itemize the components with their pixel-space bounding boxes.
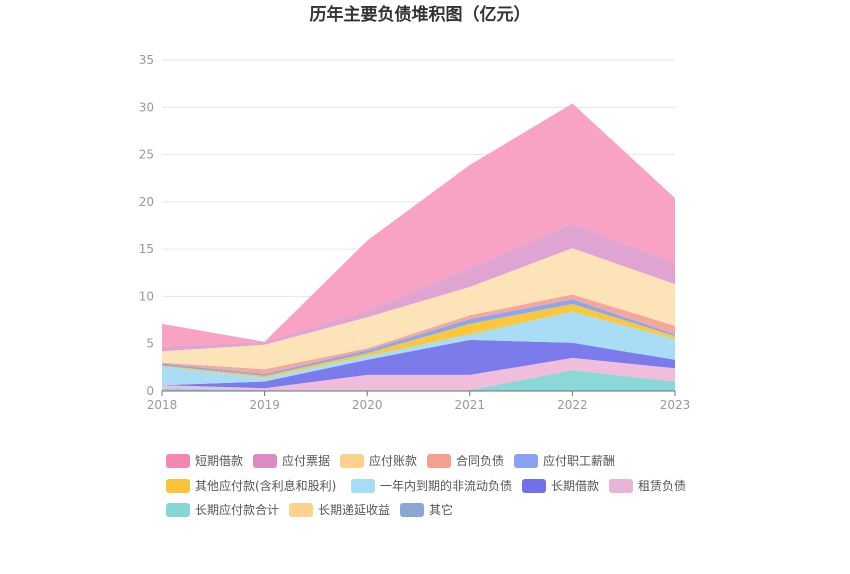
legend-swatch xyxy=(340,454,364,468)
legend-label: 其他应付款(含利息和股利) xyxy=(195,478,336,493)
legend-label: 长期借款 xyxy=(551,479,599,493)
y-tick-label: 30 xyxy=(139,100,154,114)
legend-swatch xyxy=(253,454,277,468)
area-series-11 xyxy=(162,103,675,347)
legend-item[interactable]: 合同负债 xyxy=(427,453,504,468)
legend-swatch xyxy=(166,479,190,493)
legend-swatch xyxy=(522,479,546,493)
legend-swatch xyxy=(166,454,190,468)
legend-label: 短期借款 xyxy=(195,454,243,468)
legend-item[interactable]: 长期递延收益 xyxy=(289,503,390,517)
area-series-5 xyxy=(162,299,675,376)
legend-label: 合同负债 xyxy=(456,453,504,468)
area-series-3 xyxy=(162,311,675,386)
legend-item[interactable]: 一年内到期的非流动负债 xyxy=(351,478,512,493)
legend-label: 其它 xyxy=(429,502,453,517)
y-tick-label: 15 xyxy=(139,242,154,256)
legend-item[interactable]: 长期应付款合计 xyxy=(166,502,279,517)
legend-item[interactable]: 其他应付款(含利息和股利) xyxy=(166,478,336,493)
legend-swatch xyxy=(289,503,313,517)
area-series-10 xyxy=(162,223,675,352)
axes: 0 5 10 15 20 25 30 35 2018 2019 2020 2021 2022 2023 xyxy=(139,53,691,412)
area-series-6 xyxy=(162,294,675,374)
y-tick-label: 20 xyxy=(139,195,154,209)
x-tick-label: 2021 xyxy=(455,398,486,412)
x-tick-label: 2022 xyxy=(557,398,588,412)
y-tick-label: 25 xyxy=(139,148,154,162)
x-tick-label: 2019 xyxy=(249,398,280,412)
legend-item[interactable]: 租赁负债 xyxy=(609,479,686,493)
legend-swatch xyxy=(609,479,633,493)
legend-item[interactable]: 其它 xyxy=(400,502,453,517)
y-tick-label: 0 xyxy=(146,384,154,398)
x-tick-label: 2020 xyxy=(352,398,383,412)
legend-label: 租赁负债 xyxy=(638,479,686,493)
y-tick-label: 10 xyxy=(139,289,154,303)
legend-label: 一年内到期的非流动负债 xyxy=(380,478,512,493)
legend-swatch xyxy=(166,503,190,517)
legend-item[interactable]: 应付票据 xyxy=(253,453,330,468)
area-series-1 xyxy=(162,357,675,391)
legend-swatch xyxy=(514,454,538,468)
area-series-9 xyxy=(162,248,675,370)
legend-label: 应付票据 xyxy=(282,453,330,468)
legend-swatch xyxy=(427,454,451,468)
area-series-0 xyxy=(162,370,675,391)
legend-label: 应付账款 xyxy=(369,453,417,468)
area-series-2 xyxy=(162,339,675,389)
y-tick-label: 5 xyxy=(146,337,154,351)
area-series xyxy=(162,103,675,391)
y-tick-label: 35 xyxy=(139,53,154,67)
legend-swatch xyxy=(351,479,375,493)
legend-item[interactable]: 应付账款 xyxy=(340,453,417,468)
chart-title: 历年主要负债堆积图（亿元） xyxy=(310,4,531,25)
legend-item[interactable]: 短期借款 xyxy=(166,454,243,468)
legend-label: 应付职工薪酬 xyxy=(543,453,615,468)
x-tick-label: 2018 xyxy=(147,398,178,412)
legend-item[interactable]: 应付职工薪酬 xyxy=(514,453,615,468)
x-tick-label: 2023 xyxy=(660,398,691,412)
area-series-4 xyxy=(162,304,675,378)
legend-item[interactable]: 长期借款 xyxy=(522,479,599,493)
legend-swatch xyxy=(400,503,424,517)
legend-label: 长期应付款合计 xyxy=(195,502,279,517)
legend-label: 长期递延收益 xyxy=(318,503,390,517)
